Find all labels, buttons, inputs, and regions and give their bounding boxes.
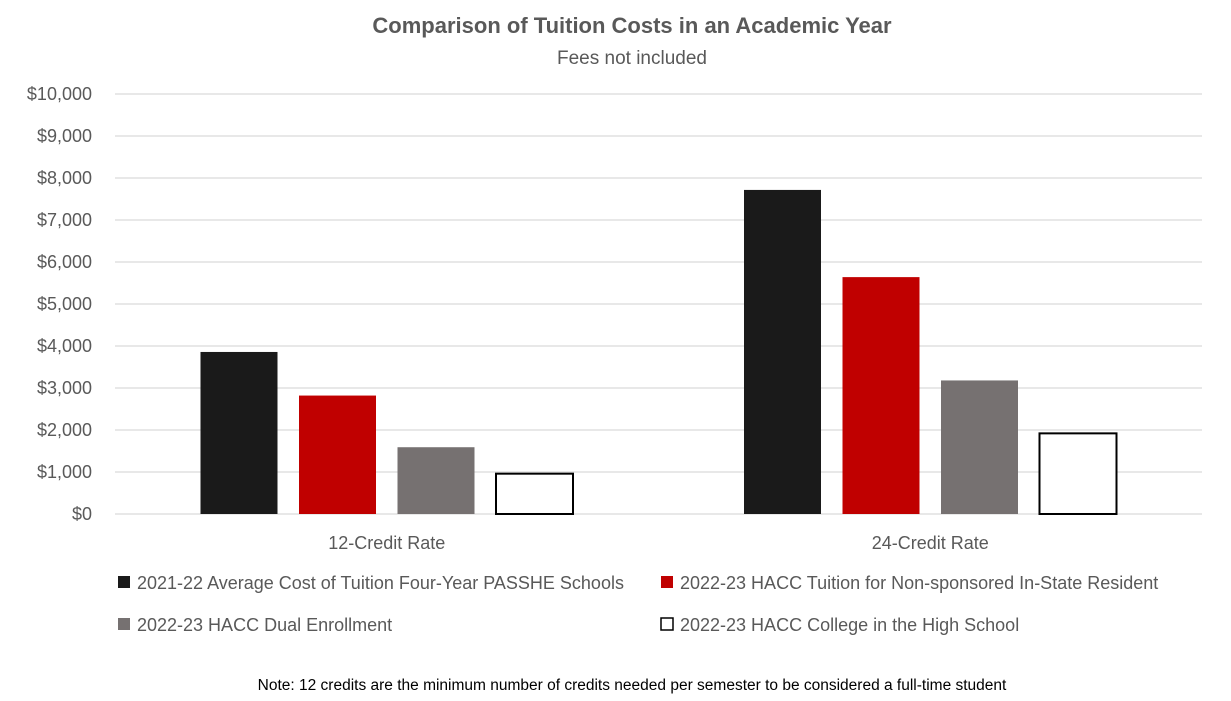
- legend-label: 2021-22 Average Cost of Tuition Four-Yea…: [137, 573, 624, 593]
- bar: [744, 189, 821, 515]
- y-tick-label: $2,000: [37, 420, 92, 440]
- y-tick-label: $6,000: [37, 252, 92, 272]
- bar: [842, 277, 920, 514]
- legend-label: 2022-23 HACC Tuition for Non-sponsored I…: [680, 573, 1158, 593]
- x-axis-tick-labels: 12-Credit Rate 24-Credit Rate: [328, 533, 989, 553]
- chart-title: Comparison of Tuition Costs in an Academ…: [372, 13, 892, 38]
- y-tick-label: $0: [72, 504, 92, 524]
- y-tick-label: $8,000: [37, 168, 92, 188]
- gridlines: [115, 93, 1202, 515]
- y-tick-label: $4,000: [37, 336, 92, 356]
- legend-swatch: [118, 618, 130, 630]
- legend-swatch: [661, 576, 673, 588]
- bar: [495, 472, 574, 515]
- x-tick-label: 24-Credit Rate: [872, 533, 989, 553]
- y-tick-label: $1,000: [37, 462, 92, 482]
- y-tick-label: $9,000: [37, 126, 92, 146]
- legend-label: 2022-23 HACC Dual Enrollment: [137, 615, 392, 635]
- bar: [200, 351, 278, 514]
- footnote: Note: 12 credits are the minimum number …: [258, 677, 1007, 694]
- legend-label: 2022-23 HACC College in the High School: [680, 615, 1019, 635]
- y-tick-label: $7,000: [37, 210, 92, 230]
- y-tick-label: $3,000: [37, 378, 92, 398]
- y-tick-label: $5,000: [37, 294, 92, 314]
- legend-swatch: [118, 576, 130, 588]
- y-tick-label: $10,000: [27, 84, 92, 104]
- legend: 2021-22 Average Cost of Tuition Four-Yea…: [118, 573, 1158, 635]
- bars: [200, 189, 1118, 515]
- bar: [941, 380, 1018, 514]
- y-axis-tick-labels: $0 $1,000 $2,000 $3,000 $4,000 $5,000 $6,000 $7…: [27, 84, 92, 524]
- bar: [299, 395, 376, 514]
- chart-subtitle: Fees not included: [557, 48, 707, 69]
- bar: [397, 447, 475, 514]
- x-tick-label: 12-Credit Rate: [328, 533, 445, 553]
- legend-swatch: [660, 617, 674, 631]
- bar: [1038, 432, 1118, 515]
